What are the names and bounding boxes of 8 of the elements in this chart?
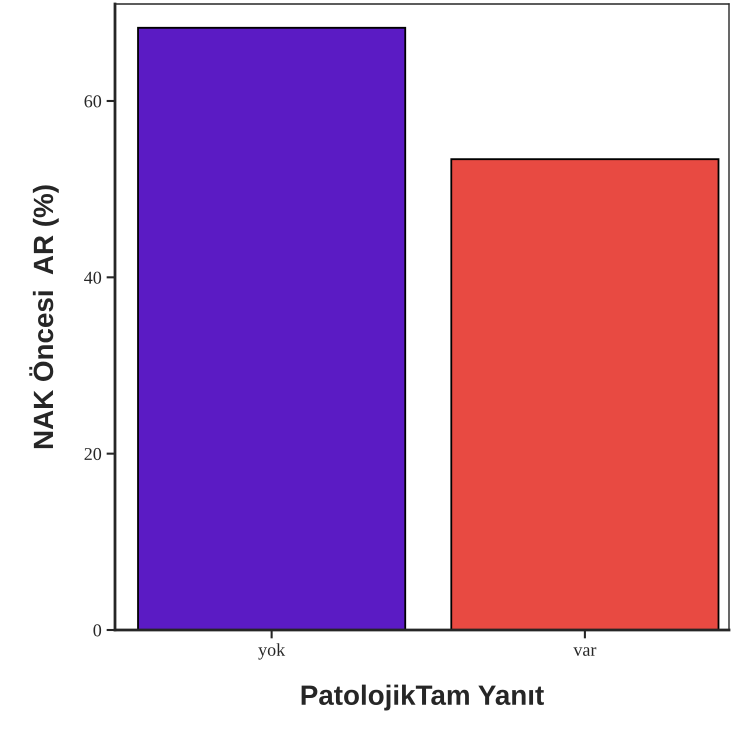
x-axis-title: PatolojikTam Yanıt	[302, 684, 544, 711]
x-tick-label: yok	[258, 643, 286, 660]
y-tick-label: 0	[93, 624, 102, 636]
y-axis-title: NAK Öncesi AR (%)	[29, 185, 59, 448]
y-tick-label: 40	[84, 272, 102, 284]
x-tick-label: var	[573, 647, 596, 656]
y-tick-label: 60	[84, 95, 102, 108]
y-tick-label: 20	[84, 448, 102, 460]
